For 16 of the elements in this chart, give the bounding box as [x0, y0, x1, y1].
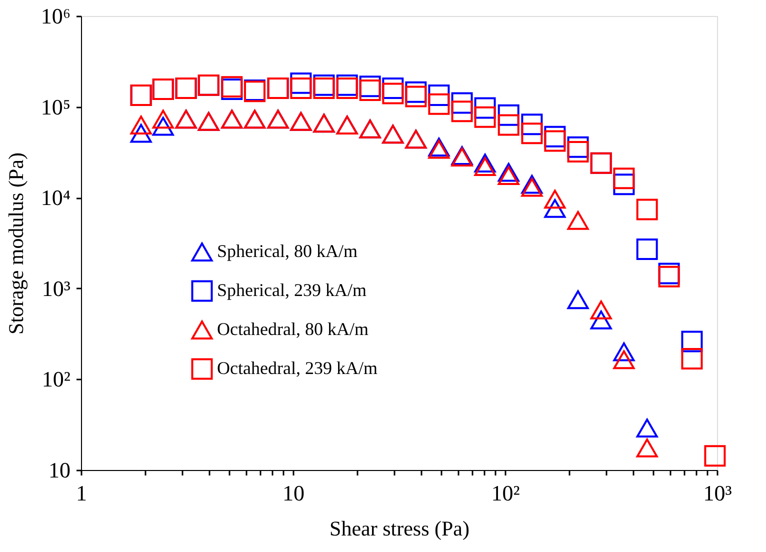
x-tick-label: 10²	[491, 480, 520, 506]
y-tick-label: 10⁶	[40, 4, 70, 28]
legend-label: Spherical, 239 kA/m	[217, 280, 366, 300]
y-tick-label: 10⁵	[40, 94, 70, 120]
x-tick-label: 1	[76, 480, 87, 506]
y-tick-label: 10	[48, 458, 70, 482]
x-tick-label: 10³	[703, 480, 732, 506]
y-tick-label: 10⁴	[40, 185, 71, 210]
x-axis-title: Shear stress (Pa)	[330, 516, 470, 540]
x-tick-label: 10	[282, 480, 304, 506]
legend-label: Spherical, 80 kA/m	[217, 241, 358, 261]
y-tick-label: 10³	[42, 276, 71, 301]
y-tick-label: 10²	[42, 366, 71, 392]
legend-label: Octahedral, 80 kA/m	[217, 319, 368, 339]
y-axis-title: Storage modulus (Pa)	[4, 152, 28, 334]
legend-label: Octahedral, 239 kA/m	[217, 358, 378, 378]
